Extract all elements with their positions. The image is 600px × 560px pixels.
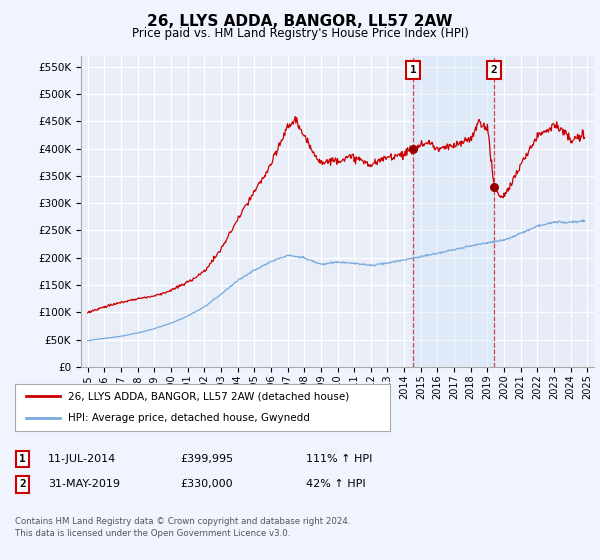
Text: 42% ↑ HPI: 42% ↑ HPI <box>306 479 365 489</box>
Text: Price paid vs. HM Land Registry's House Price Index (HPI): Price paid vs. HM Land Registry's House … <box>131 27 469 40</box>
Bar <box>413 56 494 367</box>
Text: 26, LLYS ADDA, BANGOR, LL57 2AW: 26, LLYS ADDA, BANGOR, LL57 2AW <box>147 14 453 29</box>
Text: £330,000: £330,000 <box>180 479 233 489</box>
Text: 1: 1 <box>19 454 26 464</box>
Text: Contains HM Land Registry data © Crown copyright and database right 2024.
This d: Contains HM Land Registry data © Crown c… <box>15 517 350 538</box>
Text: 2: 2 <box>19 479 26 489</box>
Text: 31-MAY-2019: 31-MAY-2019 <box>48 479 120 489</box>
Text: 1: 1 <box>410 64 416 74</box>
Bar <box>494 56 594 367</box>
Text: HPI: Average price, detached house, Gwynedd: HPI: Average price, detached house, Gwyn… <box>67 413 310 423</box>
Text: £399,995: £399,995 <box>180 454 233 464</box>
Text: 11-JUL-2014: 11-JUL-2014 <box>48 454 116 464</box>
Text: 111% ↑ HPI: 111% ↑ HPI <box>306 454 373 464</box>
Text: 26, LLYS ADDA, BANGOR, LL57 2AW (detached house): 26, LLYS ADDA, BANGOR, LL57 2AW (detache… <box>67 391 349 402</box>
Text: 2: 2 <box>491 64 497 74</box>
